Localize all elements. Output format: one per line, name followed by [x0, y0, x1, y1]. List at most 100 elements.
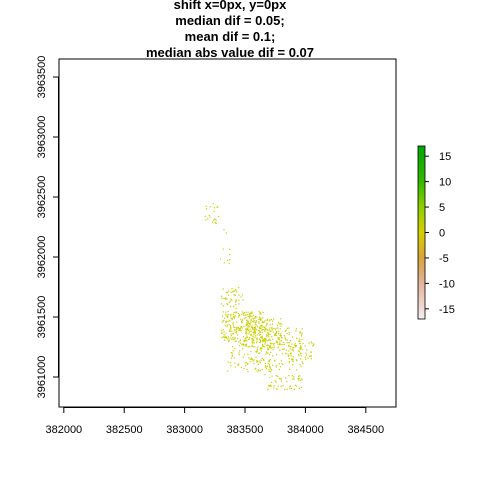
data-point	[281, 323, 283, 325]
data-point	[267, 362, 269, 364]
data-point	[268, 319, 271, 321]
data-point	[248, 317, 250, 319]
data-point	[310, 351, 312, 354]
data-point	[221, 295, 223, 297]
data-point	[261, 324, 263, 326]
data-point	[233, 290, 235, 292]
data-point	[288, 362, 290, 364]
data-point	[225, 321, 227, 323]
data-point	[254, 331, 257, 333]
data-point	[298, 342, 301, 345]
data-point	[243, 353, 246, 355]
data-point	[295, 346, 297, 348]
data-point	[228, 314, 230, 316]
data-point	[259, 369, 262, 372]
data-point	[276, 340, 278, 342]
data-point	[253, 332, 255, 334]
data-point	[226, 303, 228, 305]
data-point	[293, 347, 295, 349]
data-point	[291, 375, 294, 377]
data-point	[273, 387, 275, 389]
data-point	[253, 346, 255, 348]
data-point	[234, 337, 236, 339]
data-point	[279, 366, 282, 368]
data-point	[287, 353, 289, 355]
data-point	[260, 336, 262, 338]
data-point	[247, 338, 249, 340]
data-point	[278, 321, 280, 323]
data-point	[253, 328, 255, 330]
data-point	[252, 317, 254, 320]
data-point	[208, 214, 210, 217]
data-point	[258, 329, 260, 332]
data-point	[235, 303, 237, 306]
data-point	[254, 332, 256, 335]
data-point	[296, 359, 298, 362]
data-point	[299, 340, 301, 342]
data-point	[231, 355, 233, 357]
data-point	[253, 331, 256, 333]
data-point	[275, 333, 277, 335]
data-point	[237, 364, 239, 366]
data-point	[259, 352, 261, 354]
data-point	[227, 338, 229, 340]
data-point	[233, 294, 235, 296]
data-point	[299, 348, 301, 350]
data-point	[252, 335, 254, 338]
data-point	[300, 355, 303, 357]
data-point	[292, 356, 294, 358]
data-point	[259, 317, 262, 319]
data-point	[260, 318, 262, 320]
data-point	[239, 345, 241, 347]
data-point	[304, 345, 306, 347]
data-point	[273, 327, 275, 329]
data-point	[232, 313, 235, 316]
data-point	[229, 259, 231, 261]
data-point	[300, 352, 302, 354]
data-point	[286, 339, 288, 341]
data-point	[223, 334, 225, 336]
data-point	[270, 318, 272, 321]
data-point	[247, 324, 249, 327]
data-point	[255, 324, 257, 326]
data-point	[251, 345, 253, 347]
data-point	[240, 330, 242, 332]
data-point	[238, 287, 240, 289]
data-point	[228, 339, 230, 341]
data-point	[268, 336, 270, 338]
data-point	[251, 311, 253, 313]
data-point	[229, 320, 231, 322]
data-point	[233, 316, 235, 318]
data-point	[258, 322, 260, 324]
data-point	[289, 348, 291, 350]
data-point	[262, 359, 265, 361]
data-point	[274, 380, 276, 382]
data-point	[235, 328, 238, 330]
data-point	[249, 336, 251, 339]
data-point	[265, 368, 267, 370]
data-point	[268, 359, 270, 361]
data-point	[268, 361, 270, 363]
data-point	[298, 353, 300, 356]
data-point	[292, 350, 294, 352]
data-point	[258, 311, 260, 313]
data-point	[245, 330, 247, 332]
data-point	[259, 341, 262, 343]
data-point	[227, 336, 230, 338]
data-point	[273, 318, 275, 320]
data-point	[256, 348, 259, 350]
data-point	[261, 347, 263, 349]
data-point	[290, 355, 292, 357]
data-point	[247, 370, 249, 373]
data-point	[288, 345, 290, 348]
data-point	[231, 345, 234, 348]
data-point	[259, 331, 261, 333]
data-point	[255, 327, 257, 330]
data-point	[258, 332, 260, 335]
data-point	[287, 342, 289, 344]
data-point	[282, 385, 284, 387]
data-point	[256, 351, 258, 353]
data-point	[217, 206, 219, 208]
data-point	[269, 333, 271, 335]
data-point	[269, 345, 271, 347]
